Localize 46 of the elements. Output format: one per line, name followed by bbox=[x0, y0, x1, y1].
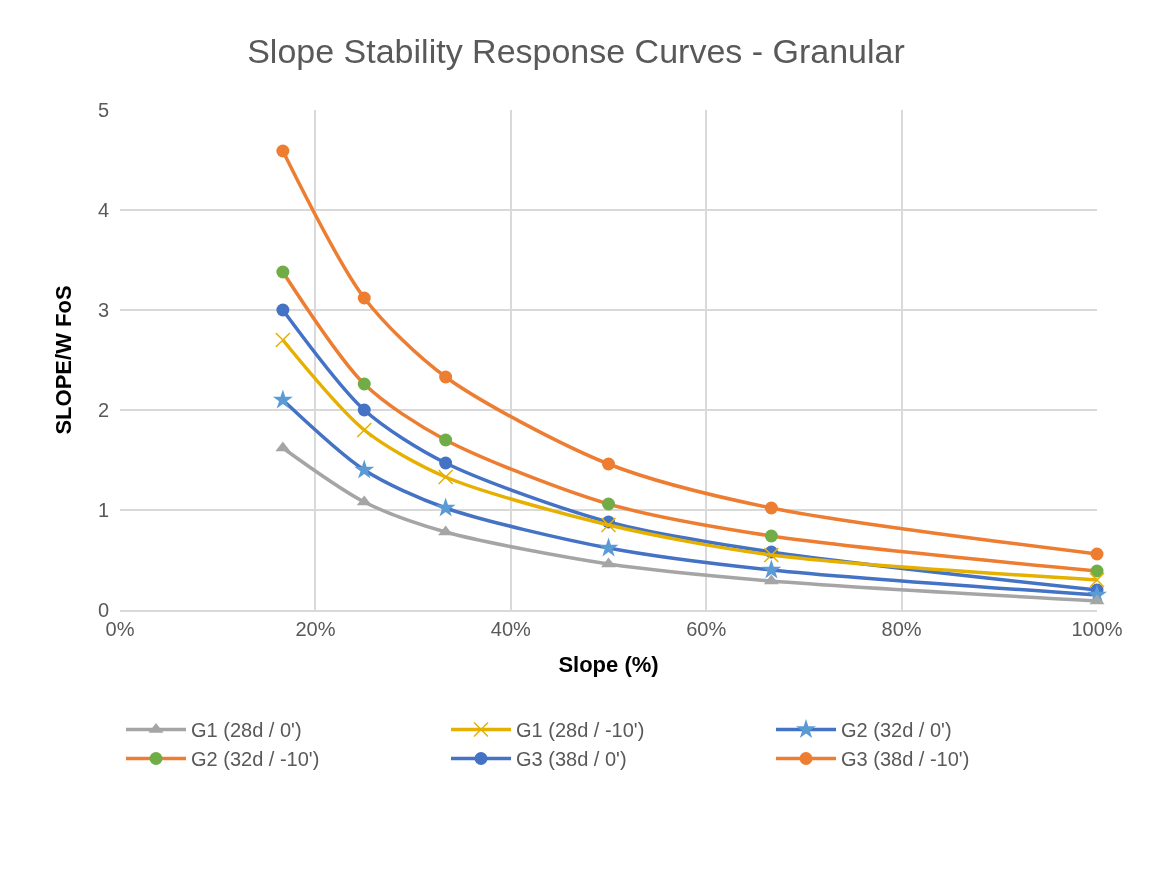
y-tick-label: 0 bbox=[97, 599, 109, 621]
point bbox=[437, 469, 454, 485]
point bbox=[598, 537, 619, 557]
point bbox=[272, 389, 293, 409]
legend-label: G3 (38d / -10') bbox=[841, 748, 970, 771]
x-tick-label: 80% bbox=[881, 618, 922, 640]
point bbox=[439, 433, 453, 447]
point bbox=[275, 332, 291, 348]
point bbox=[354, 459, 375, 479]
point bbox=[764, 529, 778, 543]
legend-label: G1 (28d / 0') bbox=[191, 719, 302, 742]
x-tick-label: 0% bbox=[105, 618, 135, 640]
x-tick-label: 100% bbox=[1071, 618, 1123, 640]
point bbox=[1089, 572, 1105, 588]
point bbox=[600, 517, 617, 533]
legend-label: G3 (38d / 0') bbox=[516, 748, 627, 771]
x-tick-label: 60% bbox=[686, 618, 727, 640]
y-tick-label: 3 bbox=[97, 299, 109, 321]
point bbox=[276, 144, 290, 158]
x-tick-label: 20% bbox=[295, 618, 336, 640]
point bbox=[439, 370, 453, 384]
point bbox=[439, 456, 453, 470]
point bbox=[761, 559, 782, 579]
point bbox=[276, 303, 290, 317]
y-tick-label: 4 bbox=[97, 199, 109, 221]
point bbox=[357, 403, 371, 417]
point bbox=[357, 291, 371, 305]
chart-title: Slope Stability Response Curves - Granular bbox=[247, 32, 905, 71]
point bbox=[602, 457, 615, 471]
y-tick-label: 2 bbox=[97, 399, 109, 421]
point bbox=[1090, 547, 1104, 561]
point bbox=[357, 377, 371, 391]
y-tick-label: 1 bbox=[97, 499, 109, 521]
point bbox=[356, 422, 372, 438]
legend-label: G1 (28d / -10') bbox=[516, 719, 645, 742]
point bbox=[276, 265, 290, 279]
y-axis-title: SLOPE/W FoS bbox=[50, 285, 76, 435]
x-tick-label: 40% bbox=[490, 618, 532, 640]
x-axis-title: Slope (%) bbox=[558, 652, 659, 678]
legend-label: G2 (32d / -10') bbox=[191, 748, 320, 771]
point bbox=[435, 497, 456, 517]
point bbox=[602, 497, 615, 511]
point bbox=[763, 547, 780, 563]
legend-label: G2 (32d / 0') bbox=[841, 719, 952, 742]
y-tick-label: 5 bbox=[97, 99, 109, 121]
point bbox=[764, 501, 778, 515]
